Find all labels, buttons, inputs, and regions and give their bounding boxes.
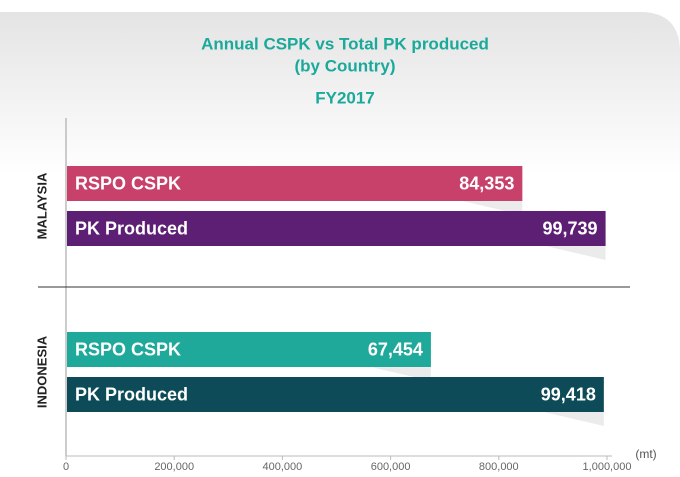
chart-subtitle: (by Country) bbox=[294, 56, 395, 75]
x-tick-label: 1,000,000 bbox=[583, 461, 632, 473]
category-label: MALAYSIA bbox=[34, 172, 49, 239]
series-label: RSPO CSPK bbox=[75, 173, 181, 193]
x-tick-label: 0 bbox=[63, 461, 69, 473]
category-label: INDONESIA bbox=[34, 335, 49, 408]
value-label: 99,739 bbox=[543, 218, 598, 238]
value-label: 99,418 bbox=[541, 384, 596, 404]
bar bbox=[67, 211, 606, 246]
chart-title: Annual CSPK vs Total PK produced bbox=[201, 34, 489, 53]
unit: (mt) bbox=[635, 447, 656, 461]
bar bbox=[67, 377, 604, 412]
x-tick-label: 400,000 bbox=[263, 461, 303, 473]
x-tick-label: 200,000 bbox=[154, 461, 194, 473]
period: FY2017 bbox=[315, 88, 375, 107]
bar bbox=[67, 166, 523, 201]
bar bbox=[67, 332, 431, 367]
value-label: 67,454 bbox=[368, 339, 423, 359]
series-label: PK Produced bbox=[75, 218, 188, 238]
x-tick-label: 800,000 bbox=[479, 461, 519, 473]
bar-shadow bbox=[543, 412, 604, 426]
bar-shadow bbox=[545, 246, 606, 260]
series-label: RSPO CSPK bbox=[75, 339, 181, 359]
value-label: 84,353 bbox=[459, 173, 514, 193]
x-tick-label: 600,000 bbox=[371, 461, 411, 473]
series-label: PK Produced bbox=[75, 384, 188, 404]
